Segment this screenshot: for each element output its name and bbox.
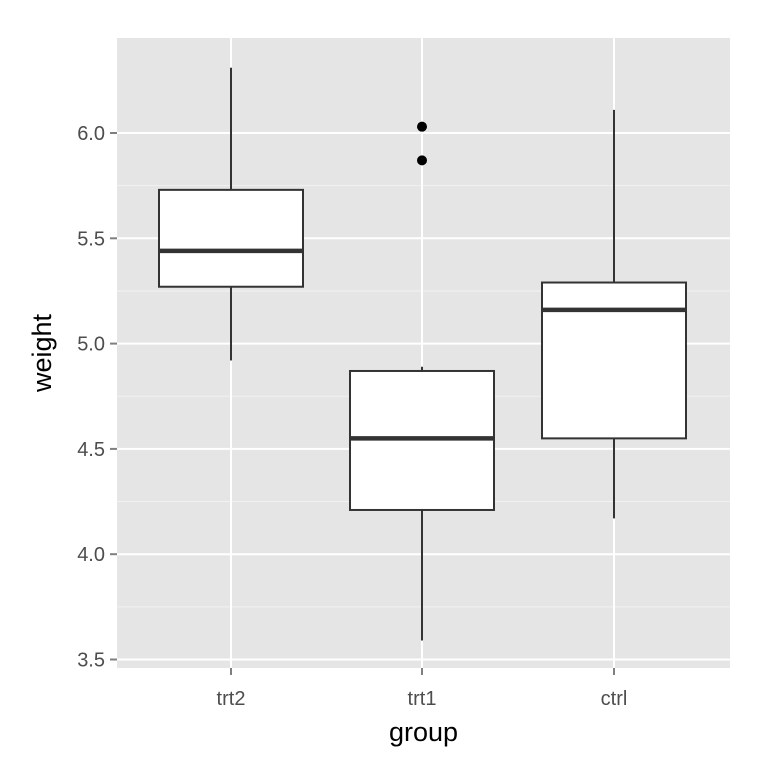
outlier-point	[417, 155, 427, 166]
y-axis-title: weight	[27, 313, 57, 393]
x-axis-title: group	[389, 717, 458, 747]
y-tick-label: 4.0	[77, 544, 105, 566]
y-tick-label: 4.5	[77, 439, 105, 461]
y-tick-label: 3.5	[77, 650, 105, 672]
outlier-point	[417, 121, 427, 132]
box-trt2	[158, 67, 304, 361]
y-tick-label: 6.0	[77, 123, 105, 145]
box-ctrl	[541, 109, 687, 519]
x-tick-label: trt1	[408, 688, 437, 710]
boxes	[158, 67, 687, 641]
y-tick-label: 5.0	[77, 334, 105, 356]
x-tick-label: ctrl	[601, 688, 628, 710]
box-iqr	[158, 188, 304, 288]
x-tick-label: trt2	[217, 688, 246, 710]
box-trt1	[349, 121, 495, 641]
y-tick-label: 5.5	[77, 228, 105, 250]
box-iqr	[541, 281, 687, 440]
axes: 3.5 4.0 4.5 5.0 5.5 6.0 trt2 trt1 ctrl	[77, 123, 627, 710]
